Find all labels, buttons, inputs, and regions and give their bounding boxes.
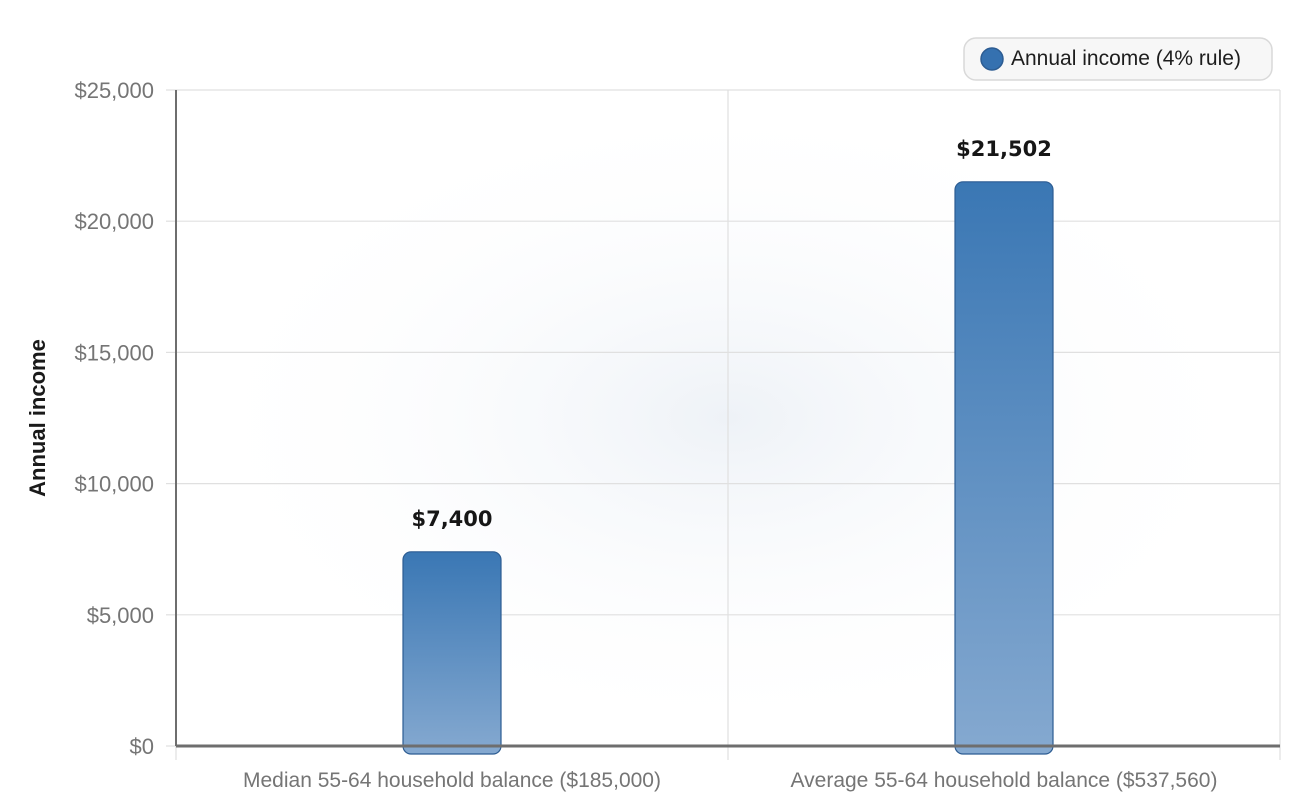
x-category-label: Median 55-64 household balance ($185,000… (243, 769, 661, 792)
legend[interactable]: Annual income (4% rule) (963, 37, 1273, 81)
y-tick-label: $20,000 (74, 209, 154, 234)
y-tick-label: $10,000 (74, 472, 154, 497)
grid-lines (176, 89, 1281, 746)
y-axis-title: Annual income (25, 339, 50, 497)
bar-data-label: $7,400 (411, 507, 492, 531)
bar (402, 551, 502, 755)
y-tick-label: $5,000 (87, 603, 154, 628)
legend-swatch-icon (980, 47, 1004, 71)
labels: $0 $5,000 $10,000 $15,000 $20,000 $25,000 $7,4… (74, 78, 1280, 792)
y-tick-label: $0 (130, 734, 154, 759)
legend-label: Annual income (4% rule) (1011, 47, 1241, 70)
bar-data-label: $21,502 (956, 137, 1052, 161)
legend-box (963, 37, 1273, 81)
y-tick-label: $25,000 (74, 78, 154, 103)
bar (954, 181, 1054, 755)
x-category-label: Average 55-64 household balance ($537,56… (791, 769, 1218, 792)
y-tick-label: $15,000 (74, 340, 154, 365)
bars (402, 181, 1054, 755)
